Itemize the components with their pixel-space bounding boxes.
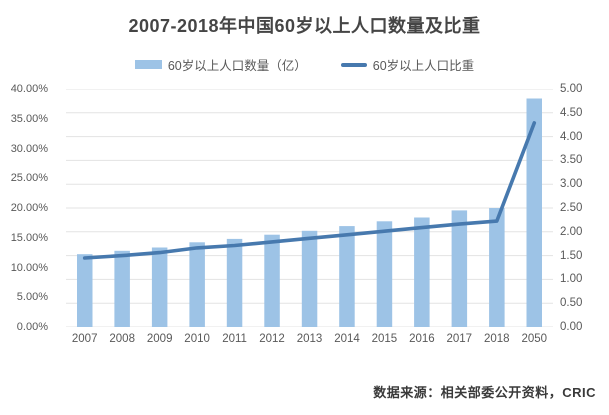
ratio-line bbox=[82, 121, 537, 260]
x-axis-label-2011: 2011 bbox=[222, 333, 247, 345]
bar-2011 bbox=[226, 238, 243, 327]
right-axis-tick: 5.00 bbox=[560, 83, 583, 95]
right-axis-tick: 3.50 bbox=[560, 154, 583, 167]
left-axis-tick: 15.00% bbox=[10, 231, 48, 244]
bar-2017 bbox=[451, 210, 468, 327]
bar-2009 bbox=[151, 247, 168, 327]
left-axis-tick: 0.00% bbox=[16, 321, 48, 333]
bar-2007 bbox=[77, 254, 93, 327]
chart-legend: 60岁以上人口数量（亿） 60岁以上人口比重 bbox=[0, 55, 609, 74]
x-axis-label-2010: 2010 bbox=[184, 333, 210, 345]
chart-title: 2007-2018年中国60岁以上人口数量及比重 bbox=[128, 16, 481, 36]
legend-item-population-count: 60岁以上人口数量（亿） bbox=[134, 55, 307, 74]
right-axis-count: 5.00 4.50 4.00 3.50 3.00 2.50 2.00 1.50 1.00 0.50… bbox=[560, 83, 608, 333]
x-axis-label-2015: 2015 bbox=[371, 333, 398, 345]
left-axis-tick: 20.00% bbox=[10, 202, 48, 214]
x-axis-label-2050: 2050 bbox=[521, 333, 548, 345]
x-axis-label-2008: 2008 bbox=[109, 333, 135, 345]
x-axis-label-2018: 2018 bbox=[484, 333, 510, 345]
right-axis-tick: 2.50 bbox=[560, 202, 583, 214]
bar-2015 bbox=[376, 221, 393, 327]
data-source-note: 数据来源：相关部委公开资料，CRIC bbox=[373, 385, 596, 400]
right-axis-tick: 4.50 bbox=[560, 106, 583, 119]
right-axis-tick: 0.00 bbox=[560, 321, 583, 333]
left-axis-tick: 35.00% bbox=[10, 112, 48, 125]
right-axis-tick: 3.00 bbox=[560, 178, 583, 191]
bar-series-swatch bbox=[134, 60, 162, 69]
legend-label-population-count: 60岁以上人口数量（亿） bbox=[167, 59, 307, 73]
bar-2018 bbox=[489, 208, 505, 327]
right-axis-tick: 1.50 bbox=[560, 249, 583, 262]
plot-area bbox=[66, 89, 553, 327]
bar-2012 bbox=[264, 234, 280, 327]
x-axis-label-2014: 2014 bbox=[334, 333, 360, 345]
left-axis-tick: 30.00% bbox=[10, 142, 48, 155]
left-axis-tick: 25.00% bbox=[10, 172, 48, 185]
bar-2010 bbox=[189, 242, 205, 327]
left-axis-tick: 10.00% bbox=[10, 261, 48, 274]
right-axis-tick: 4.00 bbox=[560, 130, 583, 143]
bar-2008 bbox=[114, 250, 130, 327]
bar-2050 bbox=[526, 98, 542, 327]
right-axis-tick: 0.50 bbox=[560, 297, 583, 310]
left-axis-tick: 40.00% bbox=[10, 83, 48, 95]
bar-2016 bbox=[414, 217, 430, 327]
left-axis-percent: 40.00% 35.00% 30.00% 25.00% 20.00% 15.00% 10.0… bbox=[0, 83, 48, 333]
plot-svg bbox=[66, 89, 553, 327]
legend-item-population-ratio: 60岁以上人口比重 bbox=[340, 55, 475, 74]
left-axis-tick: 5.00% bbox=[16, 291, 48, 304]
legend-label-population-ratio: 60岁以上人口比重 bbox=[372, 59, 475, 73]
x-axis-years: 2007 2008 2009 2010 2011 2012 2013 2014 2015 2016… bbox=[66, 333, 553, 349]
x-axis-label-2013: 2013 bbox=[296, 333, 323, 345]
line-series-swatch bbox=[340, 62, 367, 67]
x-axis-label-2012: 2012 bbox=[259, 333, 285, 345]
bar-2013 bbox=[301, 230, 318, 327]
x-axis-label-2007: 2007 bbox=[71, 333, 98, 345]
x-axis-label-2009: 2009 bbox=[146, 333, 173, 345]
bar-2014 bbox=[339, 226, 355, 327]
x-axis-label-2017: 2017 bbox=[446, 333, 473, 345]
x-axis-label-2016: 2016 bbox=[409, 333, 435, 345]
right-axis-tick: 1.00 bbox=[560, 273, 583, 286]
right-axis-tick: 2.00 bbox=[560, 225, 583, 238]
